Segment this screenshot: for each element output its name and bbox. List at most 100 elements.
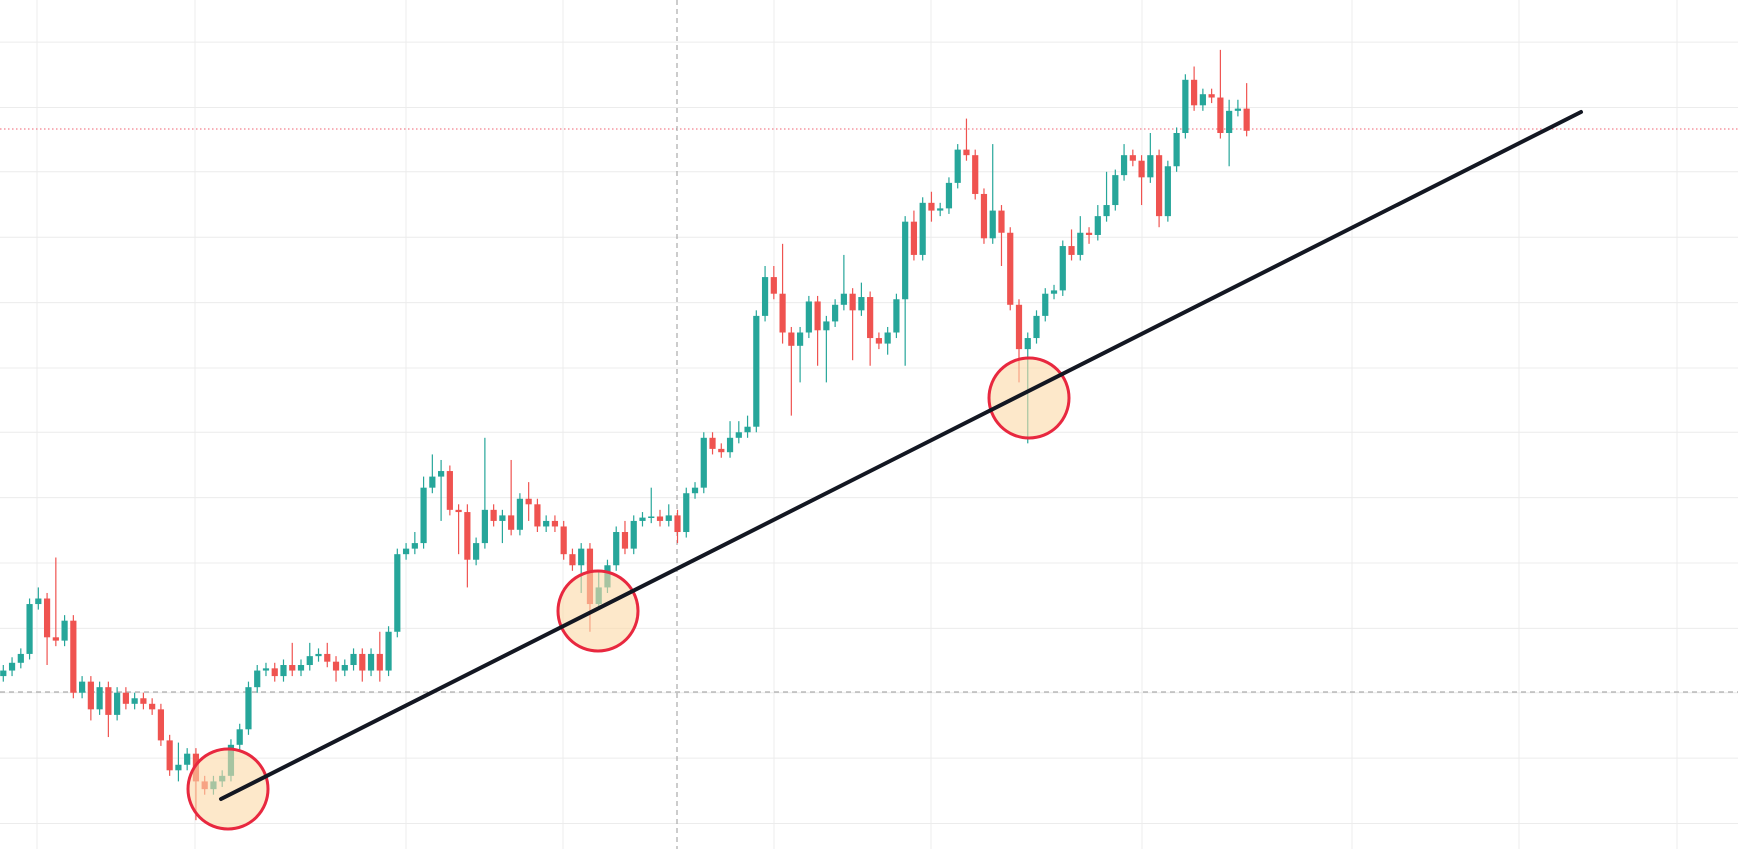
candle-body [613, 532, 620, 566]
candle-body [446, 471, 453, 510]
candle-body [52, 637, 59, 641]
candle-body [131, 698, 138, 704]
candle-body [508, 515, 515, 530]
candle-body [788, 332, 795, 346]
candle-body [1103, 205, 1110, 217]
highlight-circle [556, 569, 640, 653]
candle-body [254, 670, 261, 688]
candle-body [849, 293, 856, 311]
candle-body [998, 210, 1005, 233]
candle-body [1182, 79, 1189, 134]
candle-body [525, 498, 532, 505]
candle-body [1138, 160, 1145, 178]
candle-body [96, 687, 103, 710]
candle-body [1068, 246, 1075, 255]
candle-body [884, 332, 891, 344]
candle-body [464, 512, 471, 560]
candle-body [1085, 232, 1093, 235]
candle-body [648, 516, 655, 518]
candle-body [761, 277, 769, 316]
candle-body [175, 764, 182, 771]
candle-body [1015, 304, 1023, 350]
candle-body [490, 509, 497, 521]
candle-body [569, 554, 576, 566]
candle-body [1042, 293, 1049, 316]
candle-body [1120, 155, 1128, 176]
candle-body [114, 692, 121, 715]
candle-body [700, 437, 707, 488]
candle-body [324, 653, 331, 662]
candle-body [1059, 246, 1066, 291]
candle-body [8, 662, 16, 671]
candle-body [551, 520, 559, 527]
candle-body [1234, 108, 1241, 111]
candle-body [1129, 155, 1136, 161]
candle-body [429, 476, 436, 488]
candle-body [17, 653, 24, 663]
candle-body [910, 221, 918, 255]
candle-body [1217, 97, 1224, 134]
candle-body [744, 426, 751, 433]
candle-body [359, 653, 366, 671]
candle-body [280, 665, 287, 677]
candle-body [1173, 133, 1180, 167]
candle-body [893, 299, 900, 333]
candle-body [621, 532, 629, 549]
candle-body [122, 692, 129, 704]
candle-body [534, 504, 541, 527]
candle-body [1199, 94, 1206, 106]
candle-body [166, 740, 173, 771]
candle-body [779, 293, 786, 333]
candle-body [157, 709, 165, 741]
candle-body [639, 517, 646, 521]
candle-body [61, 620, 68, 641]
candle-body [674, 515, 681, 533]
candle-body [341, 665, 348, 671]
candle-body [394, 554, 401, 632]
candle-body [350, 653, 357, 666]
candle-body [805, 301, 812, 333]
candle-body [1243, 108, 1250, 131]
candle-body [972, 155, 979, 194]
candle-body [683, 493, 690, 533]
candle-body [473, 543, 480, 560]
candle-body [411, 543, 418, 549]
trend-line [219, 110, 1583, 801]
candle-body [297, 665, 305, 671]
candle-body [245, 687, 252, 730]
highlight-circle [987, 356, 1071, 440]
candle-body [262, 668, 270, 671]
candle-body [753, 315, 760, 427]
candle-body [1094, 216, 1101, 235]
candle-body [385, 631, 392, 671]
candle-body [656, 516, 664, 521]
candle-body [79, 681, 86, 693]
candle-body [26, 604, 33, 654]
candle-body [402, 548, 410, 555]
candle-body [184, 753, 191, 765]
candle-body [35, 598, 42, 605]
candle-body [87, 681, 94, 710]
candle-body [735, 432, 742, 438]
candle-body [140, 698, 147, 704]
candle-body [963, 149, 970, 156]
candle-body [937, 208, 944, 211]
candle-body [481, 509, 488, 544]
candle-body [271, 668, 278, 677]
candle-body [1033, 315, 1040, 339]
candle-body [726, 437, 734, 453]
candle-body [1164, 166, 1171, 217]
candle-body [1191, 79, 1198, 106]
candle-body [499, 515, 506, 521]
candle-body [954, 149, 961, 183]
candle-body [543, 520, 550, 527]
candle-body [691, 487, 699, 494]
candle-body [858, 297, 865, 311]
candle-body [0, 670, 7, 677]
candle-body [105, 687, 112, 715]
annotations [186, 110, 1583, 831]
candle-body [367, 653, 375, 671]
candle-body [823, 321, 830, 331]
vertical-grid [36, 0, 1678, 849]
candle-body [832, 304, 839, 322]
